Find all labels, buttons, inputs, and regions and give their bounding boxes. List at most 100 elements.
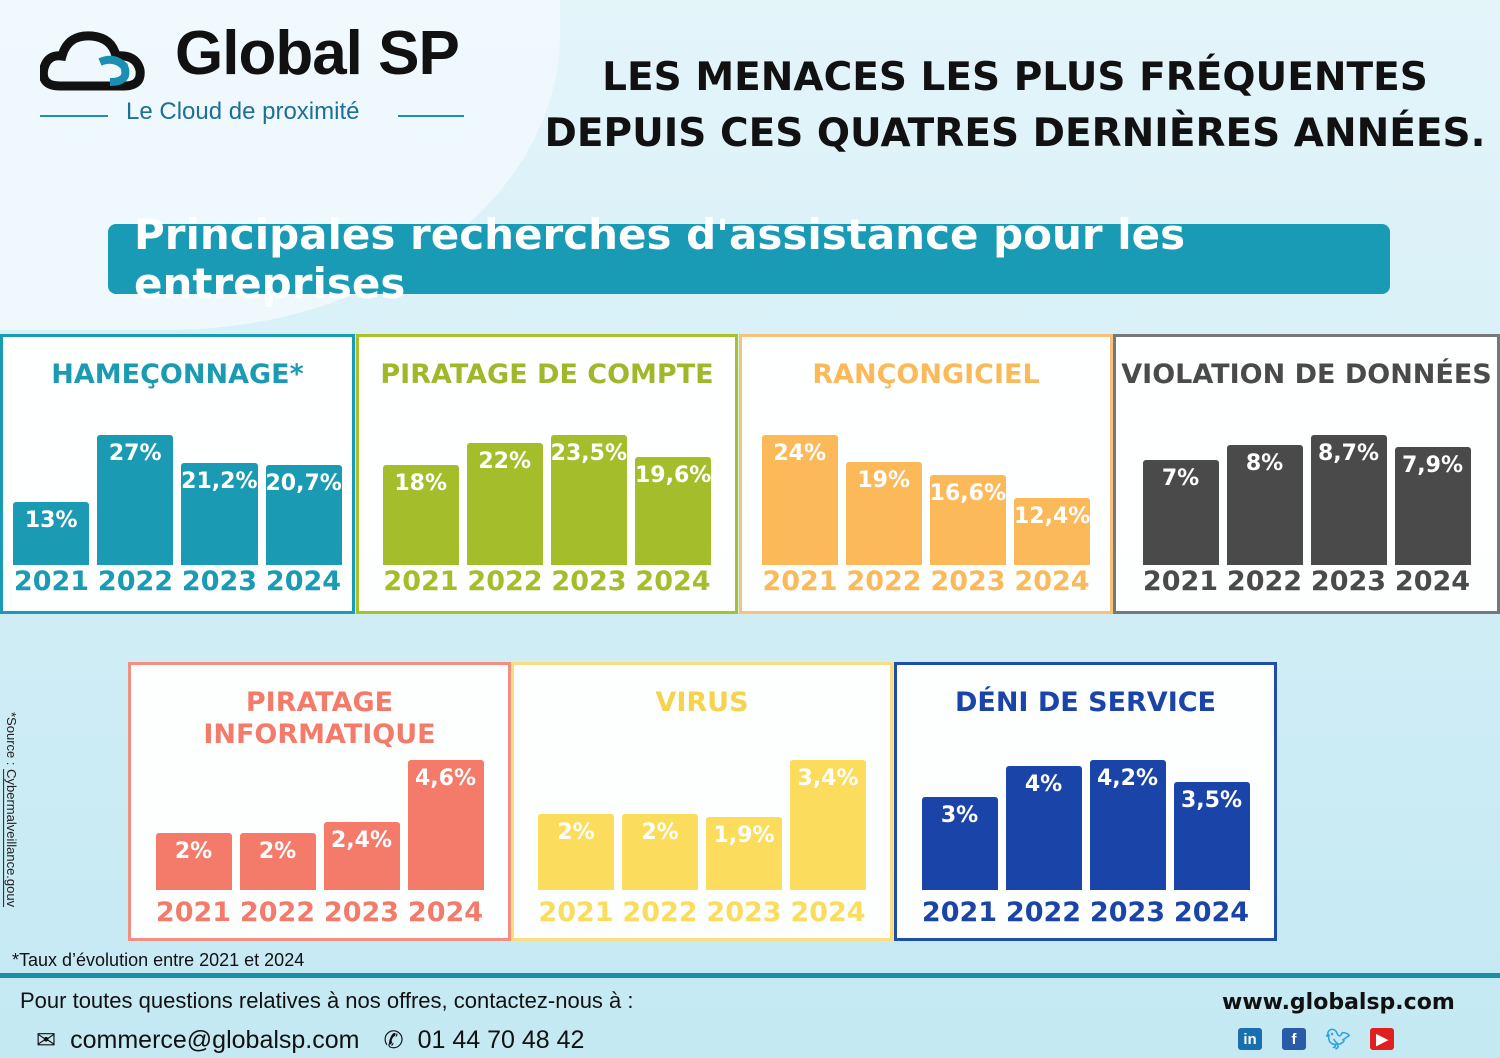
chart-panel: VIRUS 2% 2% 1,9% 3,4% 2021 2022 2023 2024 <box>511 662 893 941</box>
website-link[interactable]: www.globalsp.com <box>1222 990 1455 1015</box>
tick-label: 2024 <box>790 897 866 928</box>
chart-title: VIOLATION DE DONNÉES <box>1121 359 1492 390</box>
data-label: 24% <box>773 441 826 466</box>
data-label: 7% <box>1161 466 1200 492</box>
twitter-icon[interactable]: 🐦︎ <box>1325 1028 1351 1051</box>
data-label: 3% <box>940 803 979 829</box>
tick-label: 2022 <box>622 897 698 928</box>
data-label: 19% <box>857 468 910 494</box>
logo-tagline: Le Cloud de proximité <box>126 98 360 125</box>
bar: 3% <box>921 797 998 890</box>
facebook-icon[interactable]: f <box>1282 1028 1306 1050</box>
bar: 19% <box>845 462 922 565</box>
tick-label: 2021 <box>538 897 614 928</box>
chart-panel: HAMEÇONNAGE* 13% 27% 21,2% 20,7% 2021 2022 202… <box>0 334 355 614</box>
bar: 3,5% <box>1173 781 1250 890</box>
bar: 18% <box>382 465 459 565</box>
social-links: in f 🐦︎ ▶ <box>1238 1028 1394 1051</box>
headline-line: DEPUIS CES QUATRES DERNIÈRES ANNÉES. <box>544 111 1486 156</box>
data-label: 1,9% <box>713 823 775 849</box>
chart-title: RANÇONGICIEL <box>812 359 1040 390</box>
bar: 2% <box>622 813 698 890</box>
data-label: 3,5% <box>1180 787 1242 813</box>
chart-title: VIRUS <box>655 687 749 718</box>
bar: 4% <box>1005 766 1082 890</box>
chart-panel: DÉNI DE SERVICE 3% 4% 4,2% 3,5% 2021 2022 2023… <box>894 662 1277 941</box>
source-note: *Source : Cybermalveillance.gouv <box>4 712 19 907</box>
youtube-icon[interactable]: ▶ <box>1370 1028 1394 1050</box>
data-label: 27% <box>108 441 162 466</box>
data-label: 2% <box>641 819 679 845</box>
tick-label: 2023 <box>706 897 782 928</box>
data-label: 4% <box>1024 772 1063 798</box>
tick-label: 2024 <box>265 566 342 597</box>
tick-label: 2022 <box>1226 566 1303 597</box>
data-label: 8,7% <box>1317 441 1379 466</box>
data-label: 7,9% <box>1401 452 1463 478</box>
tick-label: 2022 <box>239 897 316 928</box>
tick-label: 2023 <box>1310 566 1387 597</box>
tick-label: 2022 <box>1005 897 1082 928</box>
linkedin-icon[interactable]: in <box>1238 1028 1262 1050</box>
bar: 19,6% <box>635 456 712 565</box>
data-label: 22% <box>478 449 531 475</box>
data-label: 2% <box>174 839 213 865</box>
data-label: 20,7% <box>265 471 342 497</box>
tick-label: 2024 <box>1014 566 1090 597</box>
chart-panel: PIRATAGE INFORMATIQUE 2% 2% 2,4% 4,6% 2021 20… <box>128 662 511 941</box>
bar: 2% <box>155 833 232 890</box>
bar: 13% <box>13 502 90 565</box>
divider <box>0 973 1500 978</box>
tick-label: 2021 <box>1142 566 1219 597</box>
email-link[interactable]: commerce@globalsp.com <box>70 1026 360 1054</box>
bar: 22% <box>466 443 543 565</box>
data-label: 21,2% <box>181 468 258 494</box>
tick-label: 2022 <box>846 566 922 597</box>
banner-title: Principales recherches d'assistance pour… <box>108 210 1390 308</box>
source-link[interactable]: Cybermalveillance.gouv <box>4 769 19 908</box>
bar: 12,4% <box>1014 497 1091 565</box>
bar: 21,2% <box>181 462 258 565</box>
contact-text: Pour toutes questions relatives à nos of… <box>20 988 634 1013</box>
bar: 2% <box>239 833 316 890</box>
bar: 7,9% <box>1394 446 1471 565</box>
phone-number[interactable]: 01 44 70 48 42 <box>417 1026 585 1054</box>
data-label: 23,5% <box>550 441 627 466</box>
tick-label: 2024 <box>407 897 484 928</box>
tick-label: 2023 <box>551 566 627 597</box>
bar: 8% <box>1226 445 1303 565</box>
tick-label: 2023 <box>323 897 400 928</box>
data-label: 4,6% <box>414 766 476 791</box>
headline-line: LES MENACES LES PLUS FRÉQUENTES <box>602 55 1428 100</box>
tick-label: 2022 <box>467 566 543 597</box>
bar: 16,6% <box>929 475 1006 565</box>
source-prefix: *Source : <box>4 712 19 770</box>
bar: 4,2% <box>1089 760 1166 890</box>
cloud-logo-icon <box>40 31 145 91</box>
tick-label: 2021 <box>13 566 90 597</box>
data-label: 16,6% <box>929 481 1006 507</box>
tick-label: 2021 <box>762 566 838 597</box>
data-label: 2,4% <box>330 828 392 854</box>
bar: 4,6% <box>407 760 484 890</box>
bar: 7% <box>1142 460 1219 565</box>
bar: 23,5% <box>550 435 627 565</box>
bar: 2% <box>538 813 614 890</box>
tick-label: 2021 <box>155 897 232 928</box>
tick-label: 2024 <box>1394 566 1471 597</box>
data-label: 3,4% <box>797 766 859 791</box>
bar: 20,7% <box>265 465 342 565</box>
bar: 27% <box>97 435 174 565</box>
footnote: *Taux d’évolution entre 2021 et 2024 <box>12 950 305 970</box>
data-label: 13% <box>24 508 78 534</box>
divider <box>398 115 464 117</box>
tick-label: 2021 <box>383 566 459 597</box>
data-label: 4,2% <box>1096 766 1158 791</box>
chart-title: HAMEÇONNAGE* <box>51 359 304 390</box>
logo-name: Global SP <box>175 19 460 88</box>
chart-panel: RANÇONGICIEL 24% 19% 16,6% 12,4% 2021 2022 202… <box>739 334 1113 614</box>
bar: 24% <box>761 435 838 565</box>
data-label: 2% <box>258 839 297 865</box>
chart-panel: VIOLATION DE DONNÉES 7% 8% 8,7% 7,9% 2021 202… <box>1113 334 1500 614</box>
bar: 8,7% <box>1310 435 1387 565</box>
